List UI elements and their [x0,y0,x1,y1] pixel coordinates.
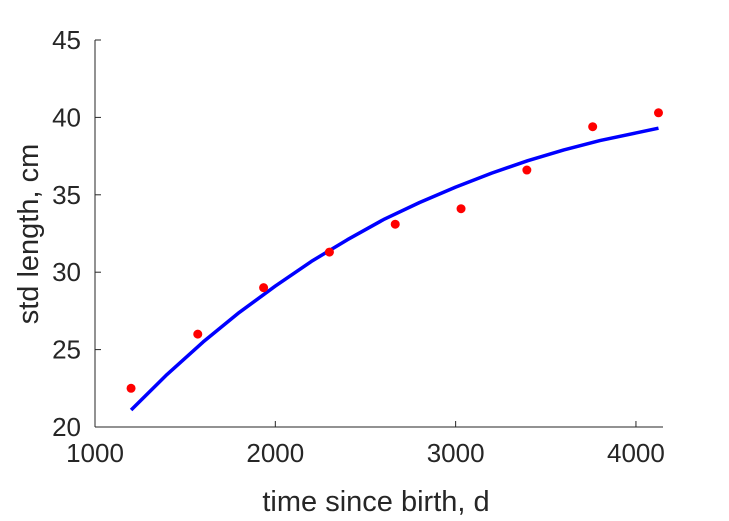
y-axis-label: std length, cm [13,144,45,325]
y-tick-label: 25 [52,335,81,365]
fit-curve [129,126,659,412]
x-axis-label: time since birth, d [262,486,489,518]
y-tick-label: 30 [52,257,81,287]
axes: 20 25 30 35 40 45 1000 2000 3000 4000 [52,25,665,468]
y-tick-label: 35 [52,180,81,210]
y-tick-label: 20 [52,412,81,442]
data-point [126,383,136,393]
data-point [653,108,663,118]
x-tick-label: 1000 [66,438,124,468]
data-point [588,122,598,132]
data-point [259,283,269,293]
y-tick-label: 40 [52,102,81,132]
data-point [324,247,334,257]
x-tick-label: 4000 [607,438,665,468]
data-point [193,329,203,339]
x-tick-label: 3000 [427,438,485,468]
data-point [390,219,400,229]
data-point [456,204,466,214]
y-tick-label: 45 [52,25,81,55]
data-point [522,165,532,175]
x-tick-label: 2000 [246,438,304,468]
plot-area [126,108,663,412]
